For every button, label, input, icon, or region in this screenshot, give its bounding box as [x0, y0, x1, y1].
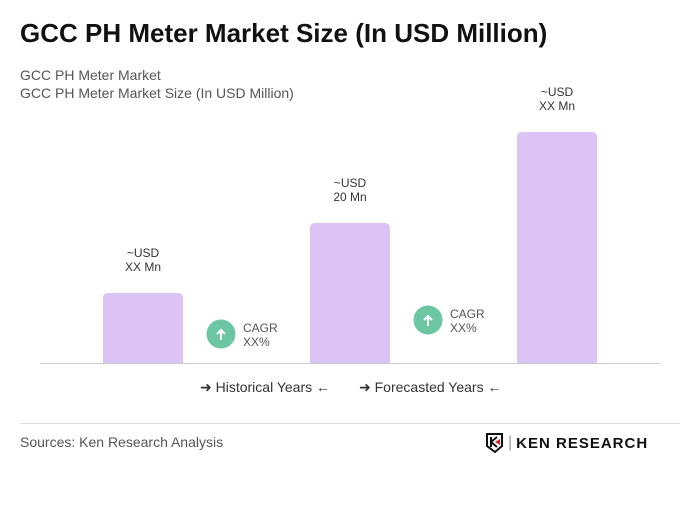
ken-research-logo: | KEN RESEARCH	[486, 433, 648, 453]
data-label: XX Mn	[539, 99, 575, 113]
cagr-value: XX%	[243, 335, 270, 349]
source-note: Sources: Ken Research Analysis	[20, 434, 224, 450]
arrow-up-icon	[423, 314, 433, 326]
arrow-up-icon	[216, 328, 226, 340]
bar	[103, 293, 183, 363]
cagr-value: XX%	[450, 321, 477, 335]
cagr-label: CAGR	[243, 321, 278, 335]
legend-forecasted: ➜ Forecasted Years ←	[359, 379, 501, 396]
logo-mark-icon	[486, 433, 503, 453]
subtitle-2: GCC PH Meter Market Size (In USD Million…	[20, 85, 294, 101]
cagr-label: CAGR	[450, 307, 485, 321]
legend-historical-label: Historical Years	[215, 379, 313, 395]
data-label: ~USD	[127, 246, 160, 260]
data-label: XX Mn	[125, 260, 161, 274]
legend-historical: ➜ Historical Years ←	[200, 379, 330, 396]
arrow-right-icon: ➜	[359, 379, 371, 395]
data-label: 20 Mn	[333, 190, 366, 204]
subtitle: GCC PH Meter Market	[20, 67, 161, 83]
arrow-right-icon: ➜	[200, 379, 212, 395]
arrow-left-icon: ←	[487, 379, 502, 395]
legend-forecasted-label: Forecasted Years	[374, 379, 484, 395]
data-label: ~USD	[541, 85, 574, 99]
page-title: GCC PH Meter Market Size (In USD Million…	[20, 18, 548, 48]
divider	[20, 423, 680, 424]
bar	[310, 223, 390, 363]
bar	[517, 132, 597, 363]
arrow-left-icon: ←	[316, 379, 331, 395]
data-label: ~USD	[334, 176, 367, 190]
